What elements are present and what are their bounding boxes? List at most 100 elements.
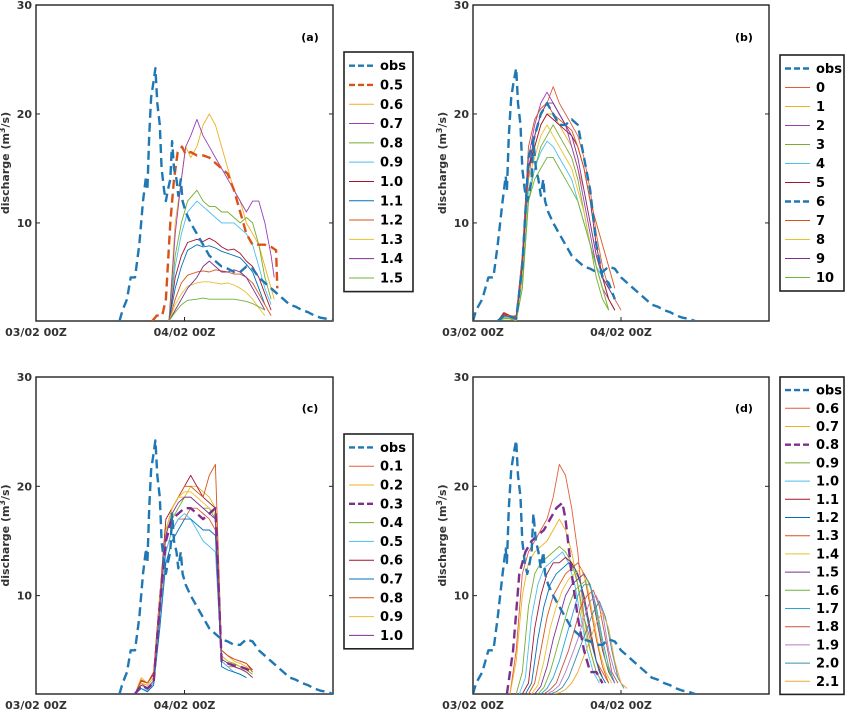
x-tick-label: 04/02 00Z	[154, 326, 216, 339]
plot-area	[118, 67, 333, 321]
legend-label: 0.8	[816, 438, 839, 453]
legend-label: 0.1	[380, 460, 403, 475]
legend-label: 8	[816, 233, 825, 248]
legend-label: 1.0	[816, 475, 839, 490]
legend-label: 0.6	[816, 402, 839, 417]
panel-label: (c)	[302, 402, 319, 415]
obs-line	[473, 67, 696, 321]
y-tick-label: 10	[454, 217, 470, 230]
obs-line	[473, 439, 696, 694]
series-line-highlight	[134, 507, 254, 694]
legend-box	[779, 54, 845, 292]
series-line	[540, 584, 616, 694]
legend-label: 0.9	[380, 156, 403, 171]
legend-label: 0.5	[380, 78, 403, 93]
axes-frame	[35, 4, 334, 322]
legend-label: 0.2	[380, 479, 403, 494]
panel-label: (d)	[735, 402, 753, 415]
legend-label: 2.1	[816, 675, 839, 690]
y-tick-label: 30	[454, 371, 470, 384]
x-tick-label: 03/02 00Z	[442, 699, 504, 710]
series-line	[543, 589, 619, 694]
panel-0: 10 20 30 03/02 00Z 04/02 00Z discharge (m3/s)…	[0, 0, 414, 339]
legend-label: 6	[816, 195, 825, 210]
legend-label: 0.3	[380, 497, 403, 512]
y-axis-label: discharge (m3/s)	[0, 112, 12, 214]
panel-label: (a)	[301, 31, 318, 44]
y-tick-label: 20	[17, 480, 33, 493]
legend-label: 1.2	[380, 214, 403, 229]
y-tick-label: 20	[17, 108, 33, 121]
x-tick-label: 04/02 00Z	[590, 326, 652, 339]
series-line	[525, 562, 606, 694]
legend: obs 0.5 0.6 0.7 0.8 0.9 1.0 1.1 1.2 1.3 1.4 1.5	[343, 51, 414, 293]
legend-label: 0.5	[380, 535, 403, 550]
series-line-highlight	[496, 101, 616, 321]
legend-label: 2	[816, 119, 825, 134]
series-line	[168, 269, 272, 321]
legend-label: obs	[816, 384, 842, 399]
legend-label: 2.0	[816, 657, 839, 672]
y-tick-label: 10	[454, 590, 470, 603]
y-tick-label: 30	[17, 0, 33, 12]
legend-label: 1.3	[816, 529, 839, 544]
series-line	[168, 244, 266, 321]
legend-label: 0.9	[816, 456, 839, 471]
legend-label: 0.6	[380, 98, 403, 113]
obs-line	[118, 67, 333, 321]
series-line	[515, 545, 603, 694]
y-tick-label: 10	[17, 590, 33, 603]
legend-label: obs	[380, 59, 406, 74]
legend-label: 0.4	[380, 516, 403, 531]
series-line	[528, 562, 610, 694]
legend-label: 1.5	[380, 271, 403, 286]
y-axis-label: discharge (m3/s)	[435, 112, 450, 214]
y-tick-label: 10	[17, 217, 33, 230]
legend-label: 1.3	[380, 233, 403, 248]
legend-label: 1.7	[816, 602, 839, 617]
x-tick-label: 03/02 00Z	[5, 326, 67, 339]
series-line	[168, 118, 275, 321]
series-line-highlight	[505, 501, 604, 694]
series-line	[168, 297, 266, 321]
obs-line	[118, 439, 333, 694]
legend-label: 7	[816, 214, 825, 229]
plot-area	[473, 439, 696, 694]
legend: obs 0.1 0.2 0.3 0.4 0.5 0.6 0.7 0.8 0.9 1.0	[343, 433, 414, 650]
series-line	[168, 200, 272, 321]
legend-label: 1.1	[816, 493, 839, 508]
legend-label: 10	[816, 271, 834, 286]
series-line	[497, 157, 610, 321]
y-tick-label: 30	[454, 0, 470, 12]
series-line	[168, 281, 266, 321]
legend-label: 1.0	[380, 629, 403, 644]
axes-frame	[472, 4, 770, 322]
panel-3: 10 20 30 03/02 00Z 04/02 00Z discharge (m3/s)…	[435, 371, 845, 710]
legend-label: 9	[816, 252, 825, 267]
series-line	[553, 611, 628, 694]
y-tick-label: 20	[454, 480, 470, 493]
series-line	[518, 551, 600, 694]
series-line	[134, 518, 247, 694]
y-axis-label: discharge (m3/s)	[435, 484, 450, 586]
legend-label: 1.4	[380, 252, 403, 267]
axes-frame	[35, 376, 334, 695]
x-tick-label: 04/02 00Z	[590, 699, 652, 710]
panel-2: 10 20 30 03/02 00Z 04/02 00Z discharge (m3/s)…	[0, 371, 414, 710]
legend-label: 3	[816, 138, 825, 153]
legend-label: 0.8	[380, 136, 403, 151]
legend-label: 4	[816, 157, 825, 172]
y-tick-label: 20	[454, 108, 470, 121]
y-axis-label: discharge (m3/s)	[0, 484, 12, 586]
legend-label: 0.8	[380, 591, 403, 606]
legend-label: 1.8	[816, 620, 839, 635]
legend-label: 1.0	[380, 175, 403, 190]
legend-label: 1.6	[816, 584, 839, 599]
legend: obs 0 1 2 3 4 5 6 7 8 9 10	[779, 54, 845, 292]
legend-label: 0.7	[380, 117, 403, 132]
legend-label: 1.2	[816, 511, 839, 526]
x-tick-label: 03/02 00Z	[5, 699, 67, 710]
series-line-highlight	[151, 145, 279, 321]
y-tick-label: 30	[17, 371, 33, 384]
